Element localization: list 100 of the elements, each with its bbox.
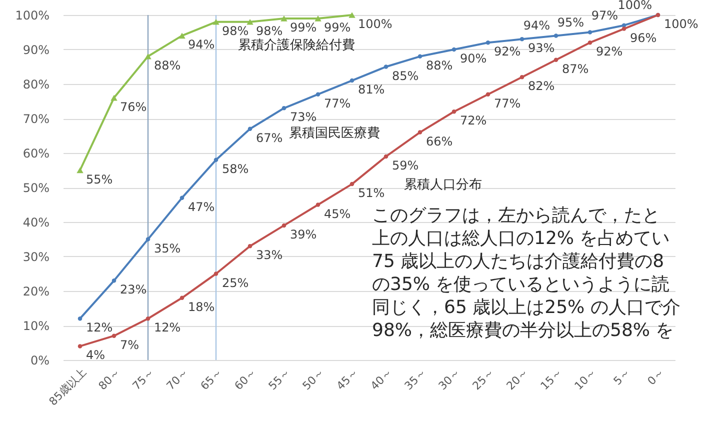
- point: [144, 53, 152, 60]
- data-label: 77%: [494, 96, 521, 110]
- data-label: 45%: [324, 206, 351, 221]
- annotation: 同じく，65 歳以上は25% の人口で介: [372, 297, 680, 318]
- point: [554, 34, 558, 38]
- data-label: 98%: [222, 24, 249, 38]
- data-label: 100%: [664, 17, 698, 31]
- y-tick-label: 50%: [22, 181, 50, 195]
- y-tick-label: 90%: [22, 43, 50, 57]
- data-label: 95%: [557, 15, 584, 30]
- point: [110, 94, 118, 101]
- point: [246, 18, 254, 25]
- data-label: 93%: [528, 41, 555, 56]
- point: [350, 78, 354, 83]
- data-label: 25%: [222, 276, 249, 290]
- point: [316, 92, 320, 96]
- y-tick-label: 40%: [22, 216, 50, 230]
- series-label: 累積介護保険給付費: [238, 38, 355, 53]
- data-label: 59%: [392, 158, 419, 172]
- x-tick-label: 0～: [645, 366, 667, 388]
- x-tick-label: 30～: [436, 366, 463, 393]
- point: [112, 334, 116, 338]
- point: [452, 109, 456, 114]
- x-tick-label: 40～: [368, 366, 395, 393]
- y-tick-label: 100%: [15, 8, 50, 22]
- data-label: 12%: [86, 320, 113, 335]
- data-label: 94%: [188, 38, 215, 52]
- point: [486, 40, 490, 45]
- data-label: 98%: [256, 24, 283, 38]
- point: [350, 182, 354, 186]
- data-label: 96%: [630, 30, 657, 45]
- point: [452, 47, 456, 52]
- data-label: 47%: [188, 200, 215, 214]
- point: [248, 126, 252, 131]
- data-label: 100%: [618, 0, 652, 12]
- point: [316, 202, 320, 207]
- data-label: 4%: [86, 348, 106, 362]
- point: [384, 154, 388, 159]
- data-label: 7%: [120, 338, 140, 352]
- data-label: 92%: [596, 44, 623, 59]
- data-label: 12%: [154, 320, 181, 335]
- data-label: 35%: [154, 241, 181, 256]
- x-tick-label: 60～: [232, 366, 259, 393]
- data-label: 58%: [222, 162, 249, 176]
- point: [280, 16, 288, 22]
- data-label: 88%: [154, 58, 181, 72]
- point: [178, 32, 186, 39]
- data-label: 92%: [494, 44, 521, 59]
- data-label: 97%: [591, 8, 618, 22]
- data-label: 55%: [86, 172, 113, 186]
- data-label: 85%: [392, 68, 419, 83]
- data-label: 76%: [120, 100, 147, 114]
- data-label: 51%: [358, 186, 385, 200]
- x-tick-label: 85歳以上: [46, 366, 89, 408]
- point: [554, 58, 558, 62]
- data-label: 94%: [523, 18, 550, 33]
- point: [520, 74, 524, 80]
- x-tick-label: 55～: [266, 366, 293, 393]
- data-label: 33%: [256, 248, 283, 262]
- x-tick-label: 20～: [504, 366, 531, 393]
- data-label: 87%: [562, 62, 589, 76]
- data-label: 18%: [188, 300, 215, 314]
- point: [146, 237, 150, 242]
- annotation: 上の人口は総人口の12% を占めてい: [372, 228, 670, 249]
- annotation: このグラフは，左から読んで，たと: [372, 205, 660, 226]
- data-label: 99%: [290, 20, 317, 34]
- data-label: 77%: [324, 96, 351, 110]
- x-tick-label: 10～: [572, 366, 599, 393]
- point: [418, 54, 422, 59]
- annotation: 98%，総医療費の半分以上の58% を: [372, 320, 674, 341]
- point: [146, 316, 150, 321]
- point: [520, 37, 524, 42]
- point: [588, 40, 592, 45]
- point: [214, 158, 218, 162]
- data-label: 88%: [426, 58, 453, 72]
- y-tick-label: 60%: [22, 146, 50, 160]
- point: [76, 167, 84, 174]
- x-tick-label: 15～: [538, 366, 565, 393]
- point: [282, 106, 286, 110]
- point: [348, 12, 356, 18]
- point: [588, 30, 592, 34]
- point: [418, 130, 422, 134]
- x-tick-label: 25～: [470, 366, 497, 393]
- x-tick-label: 70～: [164, 366, 191, 393]
- data-label: 66%: [426, 134, 453, 148]
- point: [180, 296, 184, 300]
- point: [282, 223, 286, 228]
- x-tick-label: 50～: [300, 366, 327, 393]
- y-tick-label: 10%: [22, 319, 50, 333]
- series-label: 累積国民医療費: [289, 126, 380, 142]
- point: [78, 344, 82, 348]
- point: [180, 196, 184, 200]
- y-tick-label: 0%: [30, 354, 50, 368]
- point: [248, 244, 252, 248]
- data-label: 82%: [528, 79, 555, 94]
- y-tick-label: 30%: [22, 250, 50, 264]
- point: [78, 316, 82, 321]
- data-label: 100%: [358, 17, 392, 31]
- annotation: 75 歳以上の人たちは介護給付費の8: [372, 251, 664, 272]
- data-label: 99%: [324, 20, 351, 34]
